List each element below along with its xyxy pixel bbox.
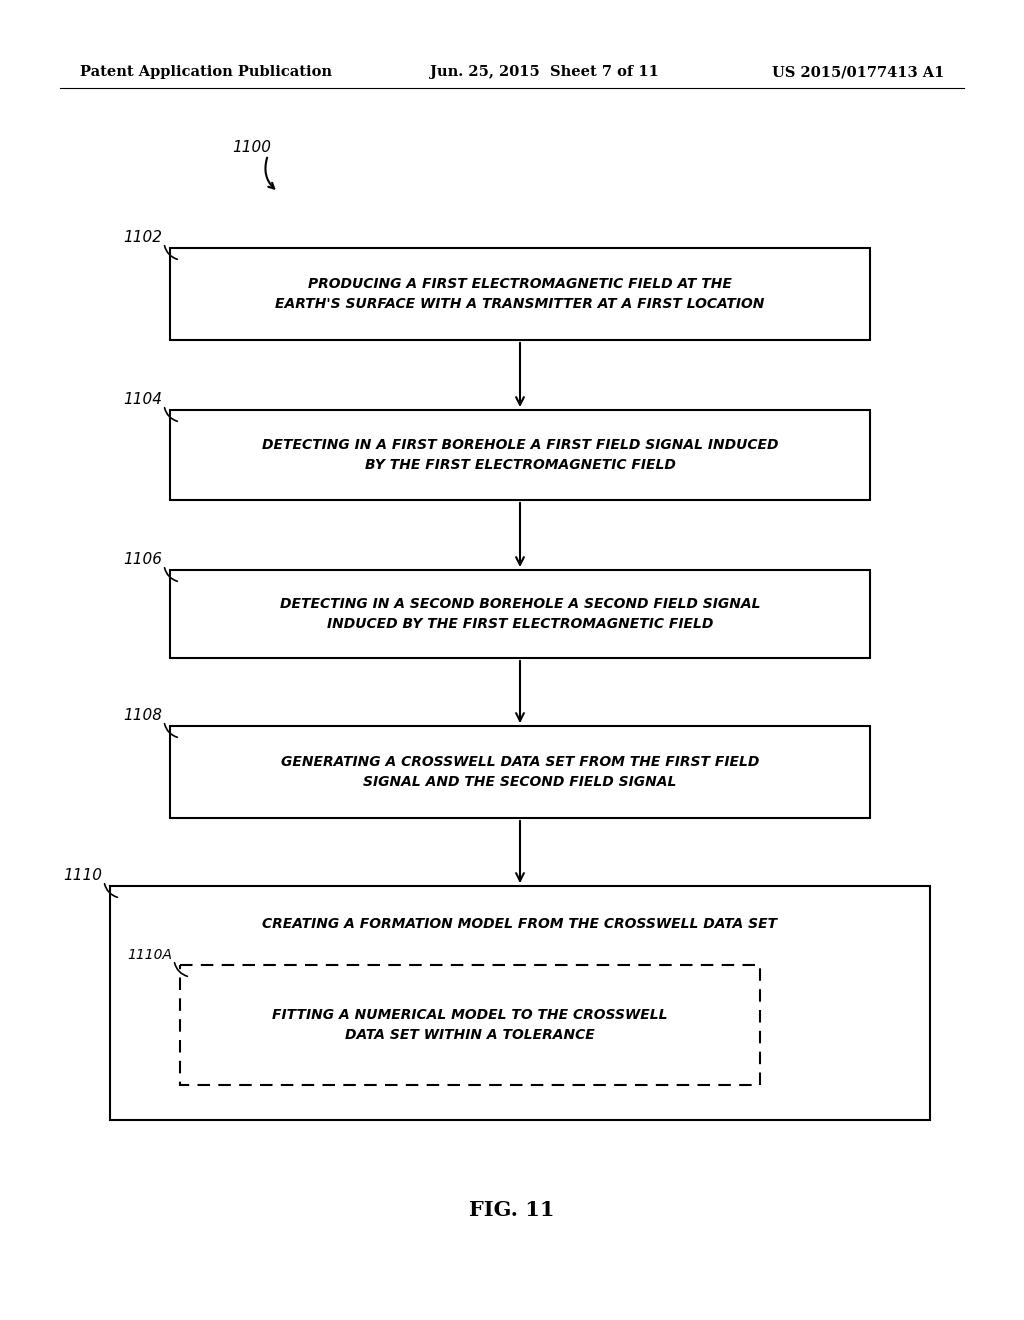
Text: FIG. 11: FIG. 11 <box>469 1200 555 1220</box>
Text: US 2015/0177413 A1: US 2015/0177413 A1 <box>772 65 944 79</box>
Text: FITTING A NUMERICAL MODEL TO THE CROSSWELL
DATA SET WITHIN A TOLERANCE: FITTING A NUMERICAL MODEL TO THE CROSSWE… <box>272 1008 668 1041</box>
Bar <box>170 248 870 341</box>
Bar <box>170 411 870 500</box>
Text: 1100: 1100 <box>232 140 271 156</box>
Text: 1106: 1106 <box>123 553 162 568</box>
Bar <box>170 726 870 818</box>
Text: 1110: 1110 <box>63 869 102 883</box>
Text: DETECTING IN A FIRST BOREHOLE A FIRST FIELD SIGNAL INDUCED
BY THE FIRST ELECTROM: DETECTING IN A FIRST BOREHOLE A FIRST FI… <box>262 438 778 471</box>
Text: 1110A: 1110A <box>127 948 172 962</box>
Text: DETECTING IN A SECOND BOREHOLE A SECOND FIELD SIGNAL
INDUCED BY THE FIRST ELECTR: DETECTING IN A SECOND BOREHOLE A SECOND … <box>280 597 760 631</box>
Text: Jun. 25, 2015  Sheet 7 of 11: Jun. 25, 2015 Sheet 7 of 11 <box>430 65 658 79</box>
Text: 1104: 1104 <box>123 392 162 408</box>
Text: CREATING A FORMATION MODEL FROM THE CROSSWELL DATA SET: CREATING A FORMATION MODEL FROM THE CROS… <box>262 917 777 931</box>
Text: PRODUCING A FIRST ELECTROMAGNETIC FIELD AT THE
EARTH'S SURFACE WITH A TRANSMITTE: PRODUCING A FIRST ELECTROMAGNETIC FIELD … <box>275 277 765 310</box>
Text: 1108: 1108 <box>123 709 162 723</box>
Text: Patent Application Publication: Patent Application Publication <box>80 65 332 79</box>
Bar <box>110 886 930 1119</box>
Bar <box>170 570 870 657</box>
Bar <box>180 965 760 1085</box>
Text: 1102: 1102 <box>123 231 162 246</box>
Text: GENERATING A CROSSWELL DATA SET FROM THE FIRST FIELD
SIGNAL AND THE SECOND FIELD: GENERATING A CROSSWELL DATA SET FROM THE… <box>281 755 759 789</box>
